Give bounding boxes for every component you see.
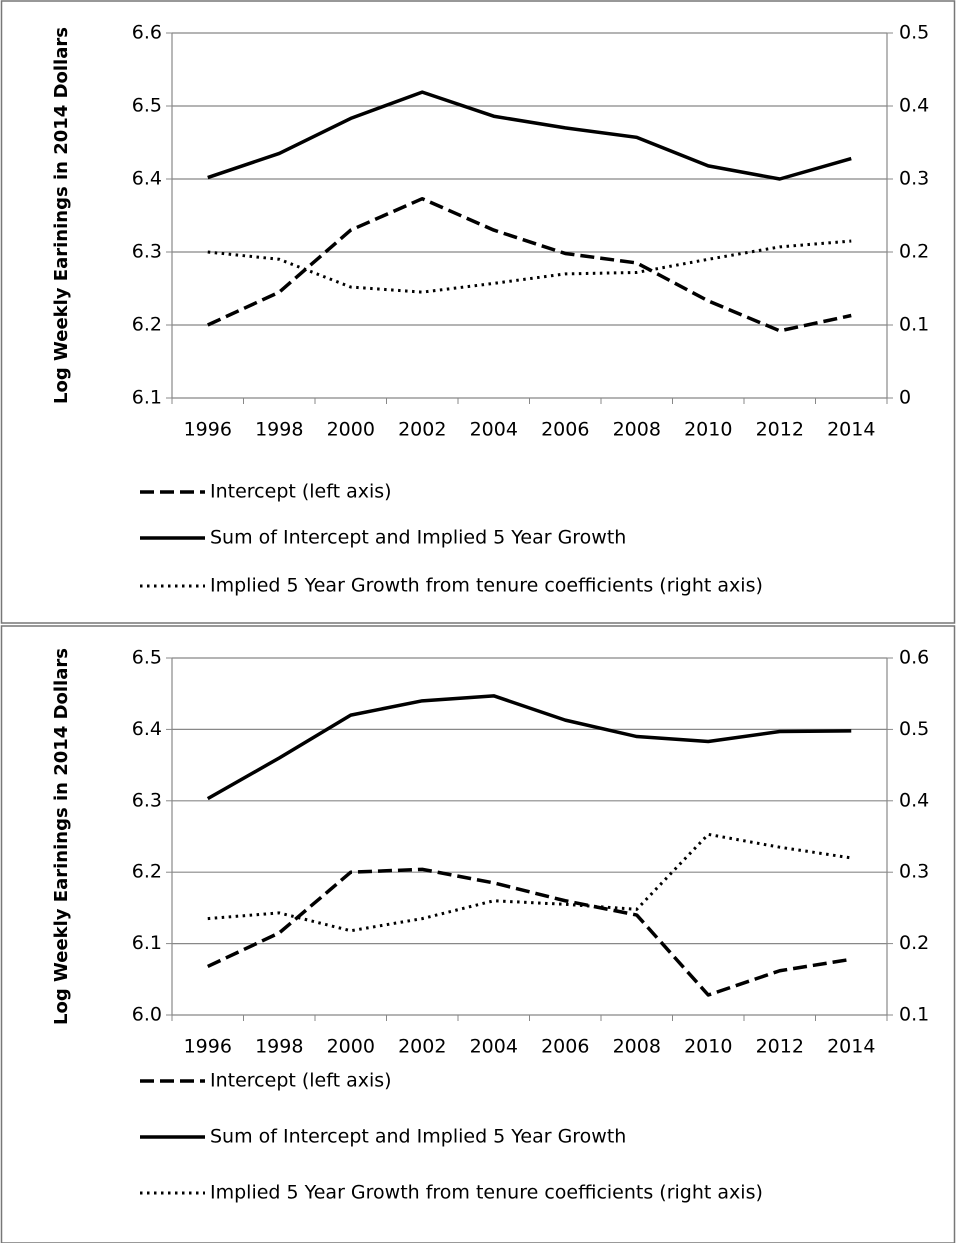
legend-label: Sum of Intercept and Implied 5 Year Grow…	[210, 527, 626, 549]
y-tick-label: 6.2	[132, 314, 162, 336]
legend-label: Sum of Intercept and Implied 5 Year Grow…	[210, 1126, 626, 1148]
legend-label: Implied 5 Year Growth from tenure coeffi…	[210, 1182, 763, 1204]
series-line	[207, 196, 852, 333]
x-tick-label: 1996	[184, 419, 232, 441]
x-tick-label: 2008	[613, 419, 661, 441]
chart: 6.0 6.1 6.2 6.3 6.4 6.5 0.1 0.2 0.3 0.4 0.5 0.6 1996…	[0, 625, 956, 1243]
series-line	[206, 694, 852, 801]
y2-tick-label: 0.3	[899, 861, 929, 883]
x-tick-label: 2014	[827, 419, 875, 441]
y-tick-label: 6.2	[132, 861, 162, 883]
series-line	[207, 90, 852, 181]
x-tick-label: 2006	[541, 419, 589, 441]
y-axis-title: Log Weekly Earinings in 2014 Dollars	[51, 27, 72, 404]
y-tick-label: 6.4	[132, 168, 162, 190]
series-line	[207, 832, 852, 933]
legend-label: Implied 5 Year Growth from tenure coeffi…	[210, 575, 763, 597]
x-tick-label: 1998	[255, 419, 303, 441]
y-tick-label: 6.5	[132, 95, 162, 117]
y2-tick-label: 0.3	[899, 168, 929, 190]
y2-tick-label: 0.4	[899, 789, 929, 811]
x-tick-label: 2000	[327, 1036, 375, 1058]
y2-tick-label: 0.1	[899, 314, 929, 336]
series-line	[207, 239, 852, 294]
y-tick-label: 6.0	[132, 1004, 162, 1026]
x-tick-label: 2010	[684, 1036, 732, 1058]
y-tick-label: 6.1	[132, 932, 162, 954]
x-tick-label: 2014	[827, 1036, 875, 1058]
y2-tick-label: 0.4	[899, 95, 929, 117]
y2-tick-label: 0.5	[899, 718, 929, 740]
x-tick-label: 2010	[684, 419, 732, 441]
y-tick-label: 6.1	[132, 387, 162, 409]
chart: 6.1 6.2 6.3 6.4 6.5 6.6 0 0.1 0.2 0.3 0.4 0.5 1996 19…	[0, 0, 956, 624]
x-tick-label: 2004	[470, 419, 518, 441]
y2-tick-label: 0.6	[899, 647, 929, 669]
x-tick-label: 2000	[327, 419, 375, 441]
x-tick-label: 1998	[255, 1036, 303, 1058]
chart-border	[0, 625, 956, 1243]
series-line	[207, 867, 852, 997]
y2-tick-label: 0	[899, 387, 911, 409]
x-tick-label: 2002	[398, 1036, 446, 1058]
x-tick-label: 2012	[756, 1036, 804, 1058]
y2-tick-label: 0.2	[899, 241, 929, 263]
y2-tick-label: 0.2	[899, 932, 929, 954]
chart-border	[0, 0, 956, 624]
y-axis-title: Log Weekly Earinings in 2014 Dollars	[51, 648, 72, 1025]
y-tick-label: 6.5	[132, 647, 162, 669]
x-tick-label: 2006	[541, 1036, 589, 1058]
y-tick-label: 6.3	[132, 241, 162, 263]
x-tick-label: 2012	[756, 419, 804, 441]
x-tick-label: 1996	[184, 1036, 232, 1058]
x-tick-label: 2004	[470, 1036, 518, 1058]
y2-tick-label: 0.5	[899, 22, 929, 44]
y-tick-label: 6.3	[132, 789, 162, 811]
x-tick-label: 2008	[613, 1036, 661, 1058]
y2-tick-label: 0.1	[899, 1004, 929, 1026]
y-tick-label: 6.4	[132, 718, 162, 740]
y-tick-label: 6.6	[132, 22, 162, 44]
x-tick-label: 2002	[398, 419, 446, 441]
legend-label: Intercept (left axis)	[210, 481, 392, 503]
legend-label: Intercept (left axis)	[210, 1070, 392, 1092]
